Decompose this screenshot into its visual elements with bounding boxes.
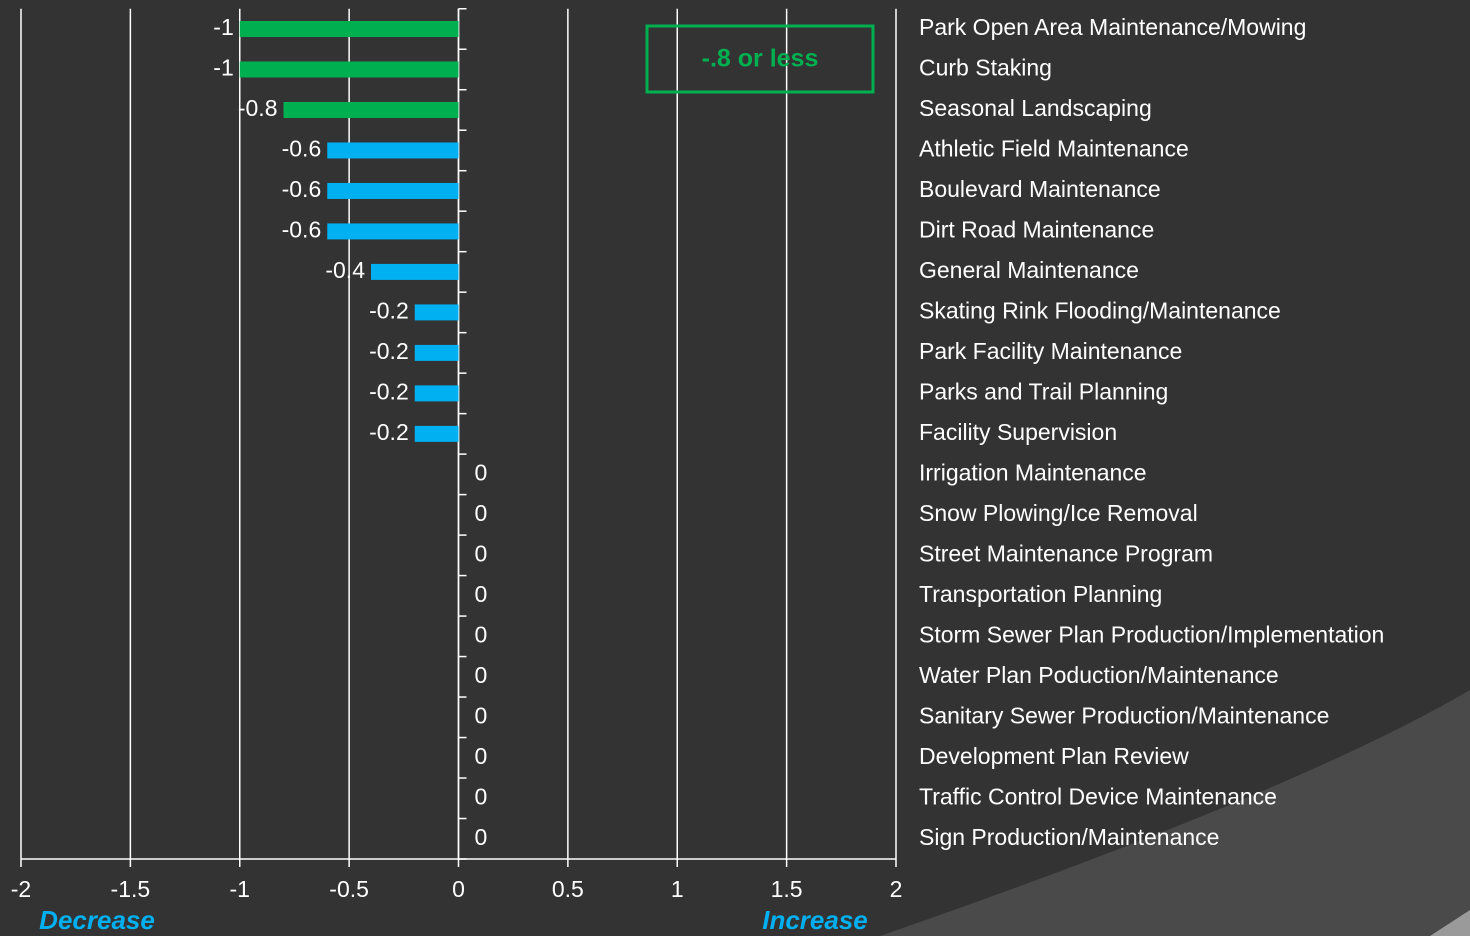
category-label: General Maintenance xyxy=(919,257,1139,283)
category-label: Park Open Area Maintenance/Mowing xyxy=(919,14,1306,40)
decoration xyxy=(880,690,1470,936)
value-label: -0.6 xyxy=(282,217,322,243)
category-label: Sign Production/Maintenance xyxy=(919,824,1219,850)
bar xyxy=(414,304,459,321)
category-label: Athletic Field Maintenance xyxy=(919,136,1189,162)
x-tick-label: 1 xyxy=(671,876,684,902)
value-label: 0 xyxy=(475,581,488,607)
value-label: 0 xyxy=(475,702,488,728)
category-label: Seasonal Landscaping xyxy=(919,95,1152,121)
value-label: 0 xyxy=(475,743,488,769)
value-label: -0.8 xyxy=(238,95,278,121)
value-label: -0.2 xyxy=(369,419,409,445)
category-label: Water Plan Poduction/Maintenance xyxy=(919,662,1279,688)
bar xyxy=(239,20,459,37)
x-tick-label: -1 xyxy=(230,876,250,902)
value-label: -0.6 xyxy=(282,136,322,162)
category-label: Park Facility Maintenance xyxy=(919,338,1182,364)
value-label: 0 xyxy=(475,500,488,526)
x-tick-label: -2 xyxy=(11,876,31,902)
bar xyxy=(414,385,459,402)
decoration xyxy=(1430,910,1470,936)
value-label: 0 xyxy=(475,662,488,688)
x-tick-label: 0.5 xyxy=(552,876,584,902)
value-label: -1 xyxy=(213,14,233,40)
annotation-box xyxy=(645,24,875,94)
value-label: -0.2 xyxy=(369,378,409,404)
category-label: Traffic Control Device Maintenance xyxy=(919,783,1277,809)
category-label: Skating Rink Flooding/Maintenance xyxy=(919,297,1281,323)
value-label: -1 xyxy=(213,55,233,81)
bar xyxy=(327,223,459,240)
category-label: Parks and Trail Planning xyxy=(919,378,1168,404)
x-tick-label: 0 xyxy=(452,876,465,902)
category-label: Facility Supervision xyxy=(919,419,1117,445)
x-tick-label: -0.5 xyxy=(329,876,369,902)
bar xyxy=(371,263,459,280)
category-label: Storm Sewer Plan Production/Implementati… xyxy=(919,621,1384,647)
annotation: -.8 or less xyxy=(702,45,819,73)
category-label: Development Plan Review xyxy=(919,743,1189,769)
axis-note: Decrease xyxy=(39,905,155,935)
category-label: Street Maintenance Program xyxy=(919,540,1213,566)
value-label: 0 xyxy=(475,540,488,566)
category-label: Boulevard Maintenance xyxy=(919,176,1161,202)
category-label: Dirt Road Maintenance xyxy=(919,217,1154,243)
value-label: 0 xyxy=(475,783,488,809)
bar xyxy=(239,61,459,78)
value-label: 0 xyxy=(475,459,488,485)
bar xyxy=(283,101,459,118)
category-label: Curb Staking xyxy=(919,55,1052,81)
value-label: 0 xyxy=(475,621,488,647)
category-label: Irrigation Maintenance xyxy=(919,459,1147,485)
axis-note: Increase xyxy=(762,905,868,935)
value-label: -0.4 xyxy=(325,257,365,283)
category-label: Transportation Planning xyxy=(919,581,1162,607)
x-tick-label: 1.5 xyxy=(771,876,803,902)
value-label: -0.2 xyxy=(369,338,409,364)
x-tick-label: 2 xyxy=(890,876,903,902)
value-label: 0 xyxy=(475,824,488,850)
value-label: -0.6 xyxy=(282,176,322,202)
bar xyxy=(327,182,459,199)
bar xyxy=(414,425,459,442)
category-label: Sanitary Sewer Production/Maintenance xyxy=(919,702,1329,728)
x-tick-label: -1.5 xyxy=(111,876,151,902)
category-label: Snow Plowing/Ice Removal xyxy=(919,500,1198,526)
bar xyxy=(327,142,459,159)
value-label: -0.2 xyxy=(369,297,409,323)
bar xyxy=(414,344,459,361)
